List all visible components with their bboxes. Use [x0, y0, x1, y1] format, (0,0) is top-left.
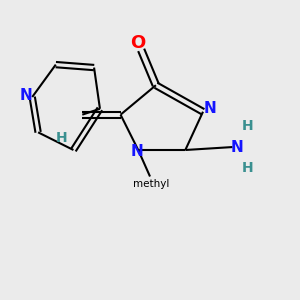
Text: O: O [130, 34, 146, 52]
Text: methyl: methyl [133, 179, 170, 189]
Text: N: N [20, 88, 33, 103]
Text: N: N [204, 101, 217, 116]
Text: H: H [56, 131, 68, 145]
Text: H: H [242, 119, 253, 134]
Text: H: H [242, 161, 253, 175]
Text: N: N [230, 140, 243, 154]
Text: N: N [130, 144, 143, 159]
